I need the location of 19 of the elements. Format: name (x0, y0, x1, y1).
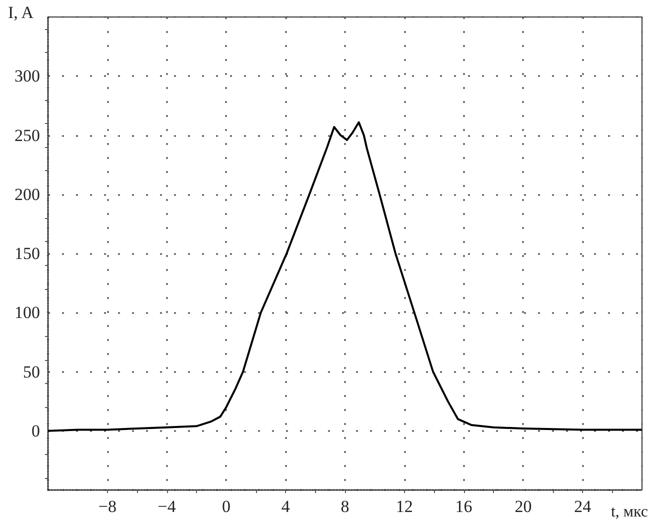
x-tick-label: 12 (396, 497, 413, 516)
x-tick-label: 8 (340, 497, 350, 516)
y-axis-title: I, A (8, 3, 34, 22)
y-tick-label: 0 (32, 421, 40, 440)
y-tick-label: 100 (14, 303, 40, 322)
y-tick-label: 250 (14, 126, 40, 145)
x-tick-label: −4 (158, 497, 176, 516)
y-tick-label: 300 (14, 66, 40, 86)
y-tick-label: 50 (23, 362, 40, 382)
line-series (47, 121, 643, 432)
x-tick-label: 4 (281, 497, 290, 516)
x-axis-title: t, мкс (610, 504, 648, 520)
x-tick-label: 0 (222, 497, 230, 516)
y-tick-label: 200 (14, 184, 40, 204)
x-tick-label: −8 (98, 497, 116, 516)
y-tick-label: 150 (14, 244, 40, 263)
x-tick-label: 24 (574, 497, 592, 516)
x-tick-label: 20 (514, 497, 532, 516)
x-tick-label: 16 (455, 497, 472, 516)
